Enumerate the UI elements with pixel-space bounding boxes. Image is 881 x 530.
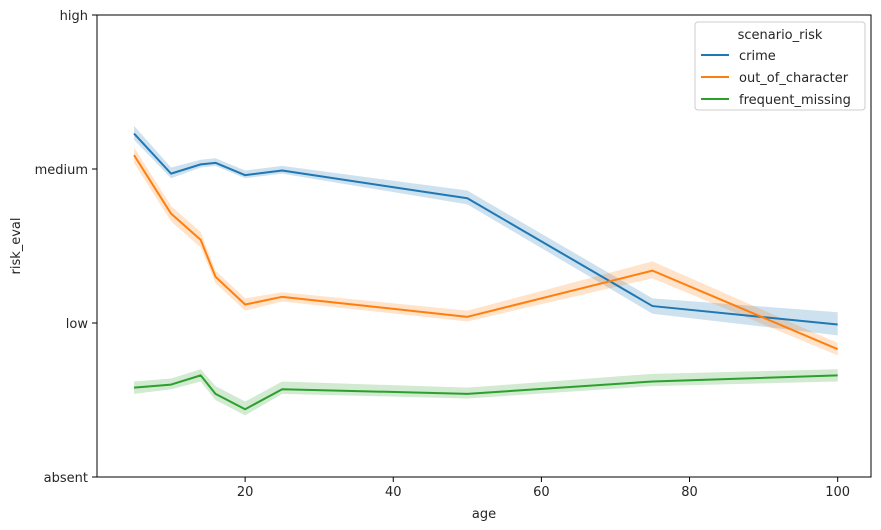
plot-frame	[96, 14, 872, 478]
legend-label-crime: crime	[739, 49, 776, 64]
legend-label-out-of-character: out_of_character	[739, 71, 849, 86]
ci-band-out-of-character	[134, 147, 838, 356]
ci-band-crime	[134, 125, 838, 336]
series-line-out-of-character	[133, 154, 839, 351]
legend-label-frequent-missing: frequent_missing	[739, 93, 851, 108]
x-tick-label: 20	[237, 485, 254, 500]
y-tick-label: high	[60, 9, 88, 24]
x-axis-title: age	[472, 507, 496, 522]
y-tick-label: absent	[44, 471, 88, 486]
x-tick-label: 60	[533, 485, 550, 500]
legend: scenario_risk crime out_of_characterfrequ…	[694, 21, 866, 111]
legend-box	[694, 21, 866, 111]
series-line-crime	[133, 132, 838, 326]
y-axis: absent low medium high	[35, 9, 97, 486]
y-axis-title: risk_eval	[9, 217, 24, 274]
legend-items: crime out_of_character frequent_missing	[701, 49, 851, 108]
y-tick-label: medium	[35, 163, 88, 178]
series-line-frequent-missing	[133, 374, 838, 411]
y-tick-label: low	[66, 317, 89, 332]
x-tick-label: 100	[825, 485, 850, 500]
x-axis: 20 40 60 80 100	[237, 477, 850, 500]
x-tick-label: 40	[385, 485, 402, 500]
series-lines	[133, 132, 839, 411]
confidence-bands	[134, 125, 838, 416]
x-tick-label: 80	[681, 485, 698, 500]
legend-title: scenario_risk	[738, 28, 823, 43]
